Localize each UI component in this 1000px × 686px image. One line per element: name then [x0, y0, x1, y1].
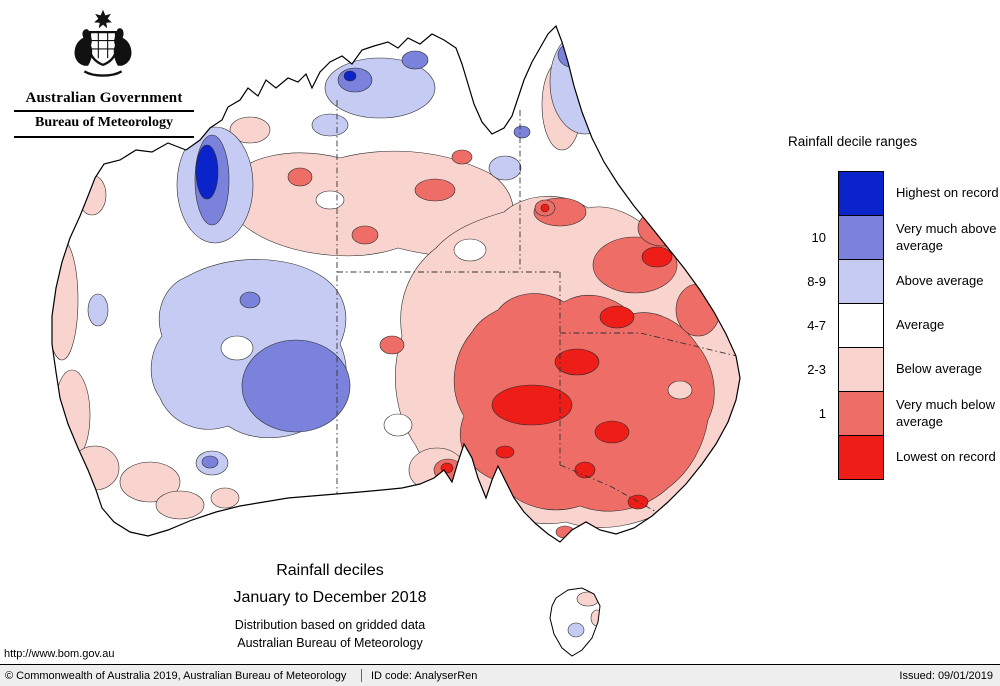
legend-item: Highest on record	[786, 171, 1000, 216]
legend-swatch	[838, 259, 884, 304]
legend-range: 2-3	[807, 362, 826, 377]
legend-label: Below average	[896, 361, 982, 377]
average-hole-wa	[220, 335, 254, 361]
legend-swatch	[838, 391, 884, 436]
legend-title: Rainfall decile ranges	[788, 134, 918, 149]
legend-item: Lowest on record	[786, 435, 1000, 480]
divider	[14, 136, 194, 138]
legend-swatch	[838, 347, 884, 392]
legend-swatch	[838, 171, 884, 216]
legend-label: Highest on record	[896, 185, 999, 201]
below-average-hole	[667, 380, 693, 400]
legend-label: Lowest on record	[896, 449, 996, 465]
copyright-text: © Commonwealth of Australia 2019, Austra…	[5, 669, 347, 682]
state-borders	[336, 100, 740, 515]
gov-title: Australian Government	[25, 90, 183, 106]
map-note-1: Distribution based on gridded data	[234, 618, 426, 632]
legend-item: 2-3 Below average	[786, 347, 1000, 392]
legend-label: Very much above average	[896, 221, 997, 253]
divider	[14, 110, 194, 112]
legend-item: 8-9 Above average	[786, 259, 1000, 304]
legend-range: 8-9	[807, 274, 826, 289]
very-much-below-average-regions	[287, 149, 721, 547]
coastline	[51, 24, 741, 657]
bom-url: http://www.bom.gov.au	[4, 648, 115, 660]
dept-title: Bureau of Meteorology	[35, 115, 173, 130]
legend-range: 4-7	[807, 318, 826, 333]
legend-label: Average	[896, 317, 945, 333]
legend-label: Above average	[896, 273, 984, 289]
legend-label: Very much below average	[896, 397, 995, 429]
legend-swatch	[838, 303, 884, 348]
coat-of-arms-icon	[55, 6, 151, 90]
legend-range: 1	[818, 406, 826, 421]
map-note-2: Australian Bureau of Meteorology	[237, 636, 423, 651]
legend-swatch	[838, 215, 884, 260]
issued-date-text: Issued: 09/01/2019	[899, 669, 993, 682]
legend-swatch	[838, 435, 884, 480]
map-title: Rainfall deciles	[276, 562, 384, 579]
very-much-above-average-regions	[194, 41, 618, 469]
legend-item: 10 Very much above average	[786, 215, 1000, 260]
legend-item: 4-7 Average	[786, 303, 1000, 348]
legend: Rainfall decile ranges Highest on record…	[786, 134, 1000, 480]
map-caption: Rainfall deciles January to December 201…	[140, 562, 520, 652]
footer-divider	[361, 669, 362, 682]
government-header: Australian Government Bureau of Meteorol…	[14, 90, 194, 138]
id-code-text: ID code: AnalyserRen	[371, 669, 478, 682]
footer-bar: © Commonwealth of Australia 2019, Austra…	[0, 664, 1000, 686]
legend-range: 10	[811, 230, 826, 245]
map-period: January to December 2018	[233, 589, 427, 606]
legend-item: 1 Very much below average	[786, 391, 1000, 436]
average-holes	[315, 190, 487, 437]
